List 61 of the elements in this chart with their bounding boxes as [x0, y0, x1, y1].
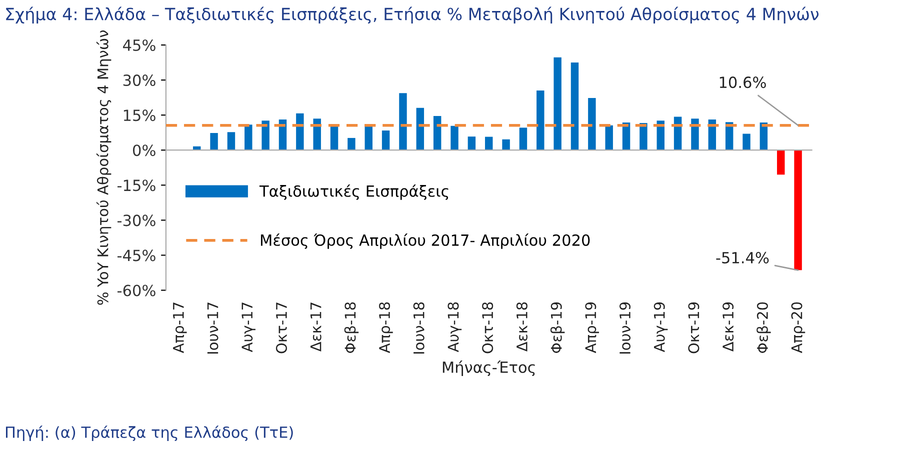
- bar: [570, 62, 579, 150]
- bar: [742, 134, 750, 150]
- x-tick-label: Απρ-17: [173, 302, 187, 354]
- x-tick-label: Αυγ-18: [448, 302, 462, 352]
- bar: [502, 139, 510, 150]
- bar: [227, 132, 236, 150]
- bar: [450, 126, 458, 150]
- legend-label: Μέσος Όρος Απριλίου 2017- Απριλίου 2020: [260, 233, 590, 249]
- bar: [382, 130, 390, 150]
- x-tick-label: Φεβ-19: [550, 302, 565, 354]
- x-tick-label: Δεκ-17: [310, 302, 322, 352]
- bar: [433, 116, 442, 150]
- x-axis-title: Μήνας-Έτος: [442, 360, 535, 376]
- x-tick-label: Απρ-18: [379, 302, 393, 354]
- x-tick-label: Δεκ-19: [722, 302, 734, 352]
- annotation: -51.4%: [716, 252, 769, 264]
- bar: [519, 128, 528, 150]
- bar: [554, 57, 562, 150]
- bar: [468, 136, 476, 150]
- y-tick-label: 30%: [123, 74, 156, 86]
- y-tick-label: 15%: [124, 110, 156, 122]
- bar: [416, 108, 424, 150]
- bar: [691, 118, 699, 150]
- bar: [262, 120, 270, 150]
- x-tick-label: Απρ-19: [585, 302, 599, 354]
- x-tick-label: Οκτ-17: [276, 302, 287, 354]
- bar: [640, 123, 648, 150]
- chart-title: Σχήμα 4: Ελλάδα – Ταξιδιωτικές Εισπράξεις, Ετήσια % Μεταβολή Κινητού Αθροίσματος 4 Μηνών: [6, 6, 819, 24]
- text: Πηγή: (α) Τράπεζα της Ελλάδος (ΤτΕ): [6, 426, 293, 441]
- x-tick-label: Δεκ-18: [516, 302, 528, 352]
- x-tick-label: Απρ-20: [791, 302, 806, 354]
- bar: [313, 118, 321, 150]
- y-tick-label: -30%: [118, 214, 156, 226]
- legend-label: Ταξιδιωτικές Εισπράξεις: [259, 184, 448, 200]
- y-tick-label: 0%: [132, 144, 156, 156]
- bar: [605, 125, 613, 150]
- bar: [399, 93, 407, 150]
- x-tick-label: Ιουν-18: [413, 302, 424, 354]
- y-tick-label: 45%: [123, 39, 156, 52]
- bar: [244, 124, 252, 150]
- annotation: 10.6%: [720, 76, 766, 88]
- x-tick-label: Οκτ-19: [688, 302, 700, 354]
- y-axis-title: % YoY Κινητού Αθροίσματος 4 Μηνών: [96, 30, 112, 305]
- x-tick-label: Αυγ-19: [654, 302, 668, 352]
- bar: [485, 136, 493, 150]
- x-tick-label: Ιουν-17: [207, 302, 218, 354]
- x-tick-label: Ιουν-19: [619, 302, 631, 354]
- bar: [536, 90, 544, 150]
- bar: [348, 138, 356, 150]
- y-tick-label: -60%: [118, 284, 156, 296]
- bar: [210, 133, 218, 150]
- x-tick-label: Φεβ-20: [756, 302, 771, 354]
- bar: [588, 98, 596, 150]
- y-tick-label: -15%: [118, 180, 156, 192]
- x-tick-label: Οκτ-18: [482, 302, 494, 354]
- x-tick-label: Φεβ-18: [344, 302, 359, 354]
- y-tick-label: -45%: [118, 250, 156, 262]
- bar: [794, 150, 802, 270]
- bar: [296, 113, 304, 150]
- x-tick-label: Αυγ-17: [242, 302, 256, 352]
- bar: [777, 150, 785, 175]
